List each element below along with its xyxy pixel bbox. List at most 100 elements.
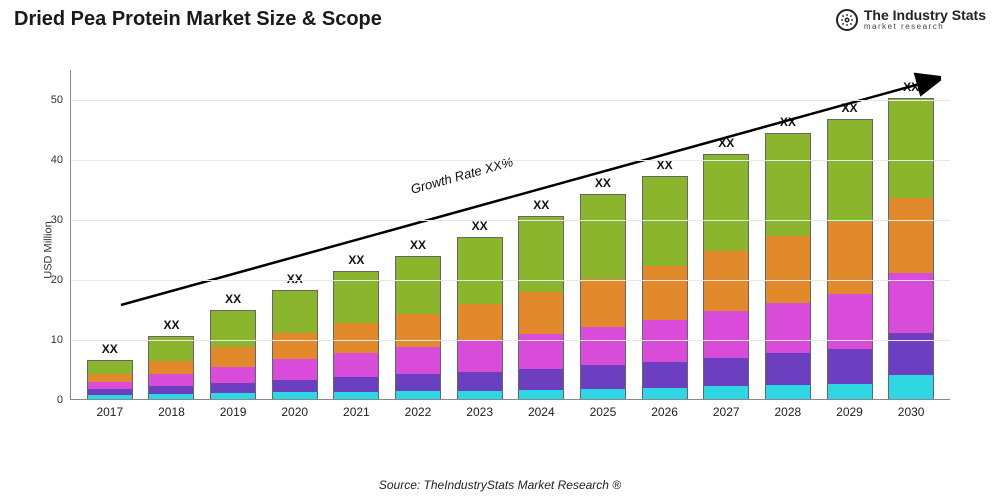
bar-column: XX2019 [210,292,256,399]
bar-segment [704,386,748,399]
x-tick-label: 2021 [333,405,379,419]
bar-segment [334,392,378,399]
bar-segment [828,349,872,384]
x-tick-label: 2017 [87,405,133,419]
bar-segment [88,395,132,399]
bar-segment [704,311,748,357]
logo-sub-text: market research [864,23,986,32]
bar-segment [519,292,563,334]
bar-segment [766,236,810,303]
bar-segment [704,251,748,311]
bar-segment [519,217,563,292]
x-tick-label: 2023 [457,405,503,419]
x-tick-label: 2024 [518,405,564,419]
bar-segment [828,294,872,349]
bar-segment [396,314,440,347]
bar-stack [210,310,256,399]
bar-value-label: XX [533,198,549,212]
y-axis-label: USD Million [43,221,55,278]
bar-segment [211,383,255,393]
bar-value-label: XX [780,115,796,129]
bar-segment [88,374,132,382]
bar-value-label: XX [595,176,611,190]
x-tick-label: 2029 [827,405,873,419]
bar-column: XX2030 [888,80,934,399]
x-tick-label: 2025 [580,405,626,419]
bar-segment [889,198,933,273]
bar-segment [149,361,193,374]
bar-column: XX2021 [333,253,379,399]
bar-segment [334,272,378,323]
bar-stack [87,360,133,399]
bar-segment [519,334,563,369]
bar-segment [458,238,502,304]
bar-segment [643,266,687,320]
bar-column: XX2027 [703,136,749,399]
bar-segment [396,347,440,374]
bar-segment [149,394,193,399]
bar-segment [889,273,933,333]
bar-segment [581,327,625,365]
bar-value-label: XX [841,101,857,115]
bar-value-label: XX [102,342,118,356]
bar-segment [458,391,502,399]
bar-stack [580,194,626,399]
header: Dried Pea Protein Market Size & Scope Th… [14,8,986,48]
bar-stack [457,237,503,399]
bar-segment [643,177,687,266]
bar-segment [273,359,317,380]
bar-segment [396,391,440,399]
bar-segment [88,361,132,374]
y-tick-label: 20 [33,274,63,286]
bar-segment [766,385,810,399]
bar-value-label: XX [472,219,488,233]
bar-stack [518,216,564,399]
y-tick-label: 30 [33,214,63,226]
bars-container: XX2017XX2018XX2019XX2020XX2021XX2022XX20… [71,70,950,399]
bar-segment [149,374,193,385]
bar-value-label: XX [163,318,179,332]
gear-icon [836,9,858,31]
bar-segment [581,365,625,388]
bar-value-label: XX [287,272,303,286]
bar-column: XX2025 [580,176,626,399]
bar-stack [272,290,318,399]
bar-segment [643,362,687,388]
bar-column: XX2017 [87,342,133,399]
chart-area: USD Million XX2017XX2018XX2019XX2020XX20… [70,70,970,430]
x-tick-label: 2019 [210,405,256,419]
bar-column: XX2024 [518,198,564,399]
source-text: Source: TheIndustryStats Market Research… [0,478,1000,492]
bar-value-label: XX [348,253,364,267]
bar-segment [396,257,440,314]
bar-stack [642,176,688,399]
bar-segment [643,320,687,362]
bar-segment [581,389,625,399]
bar-stack [827,119,873,399]
bar-segment [149,386,193,394]
bar-segment [211,347,255,366]
bar-segment [334,323,378,353]
y-tick-label: 10 [33,334,63,346]
x-tick-label: 2026 [642,405,688,419]
bar-segment [828,222,872,294]
bar-segment [273,380,317,393]
bar-segment [273,392,317,399]
bar-column: XX2029 [827,101,873,399]
bar-segment [334,353,378,376]
bar-segment [88,382,132,389]
bar-stack [703,154,749,399]
x-tick-label: 2020 [272,405,318,419]
bar-stack [395,256,441,399]
bar-segment [458,341,502,372]
bar-column: XX2020 [272,272,318,399]
y-tick-label: 0 [33,394,63,406]
logo-main-text: The Industry Stats [864,8,986,23]
bar-segment [396,374,440,391]
bar-segment [458,304,502,341]
bar-segment [766,303,810,353]
bar-segment [766,353,810,385]
plot: XX2017XX2018XX2019XX2020XX2021XX2022XX20… [70,70,950,400]
bar-segment [211,367,255,383]
y-tick-label: 50 [33,94,63,106]
